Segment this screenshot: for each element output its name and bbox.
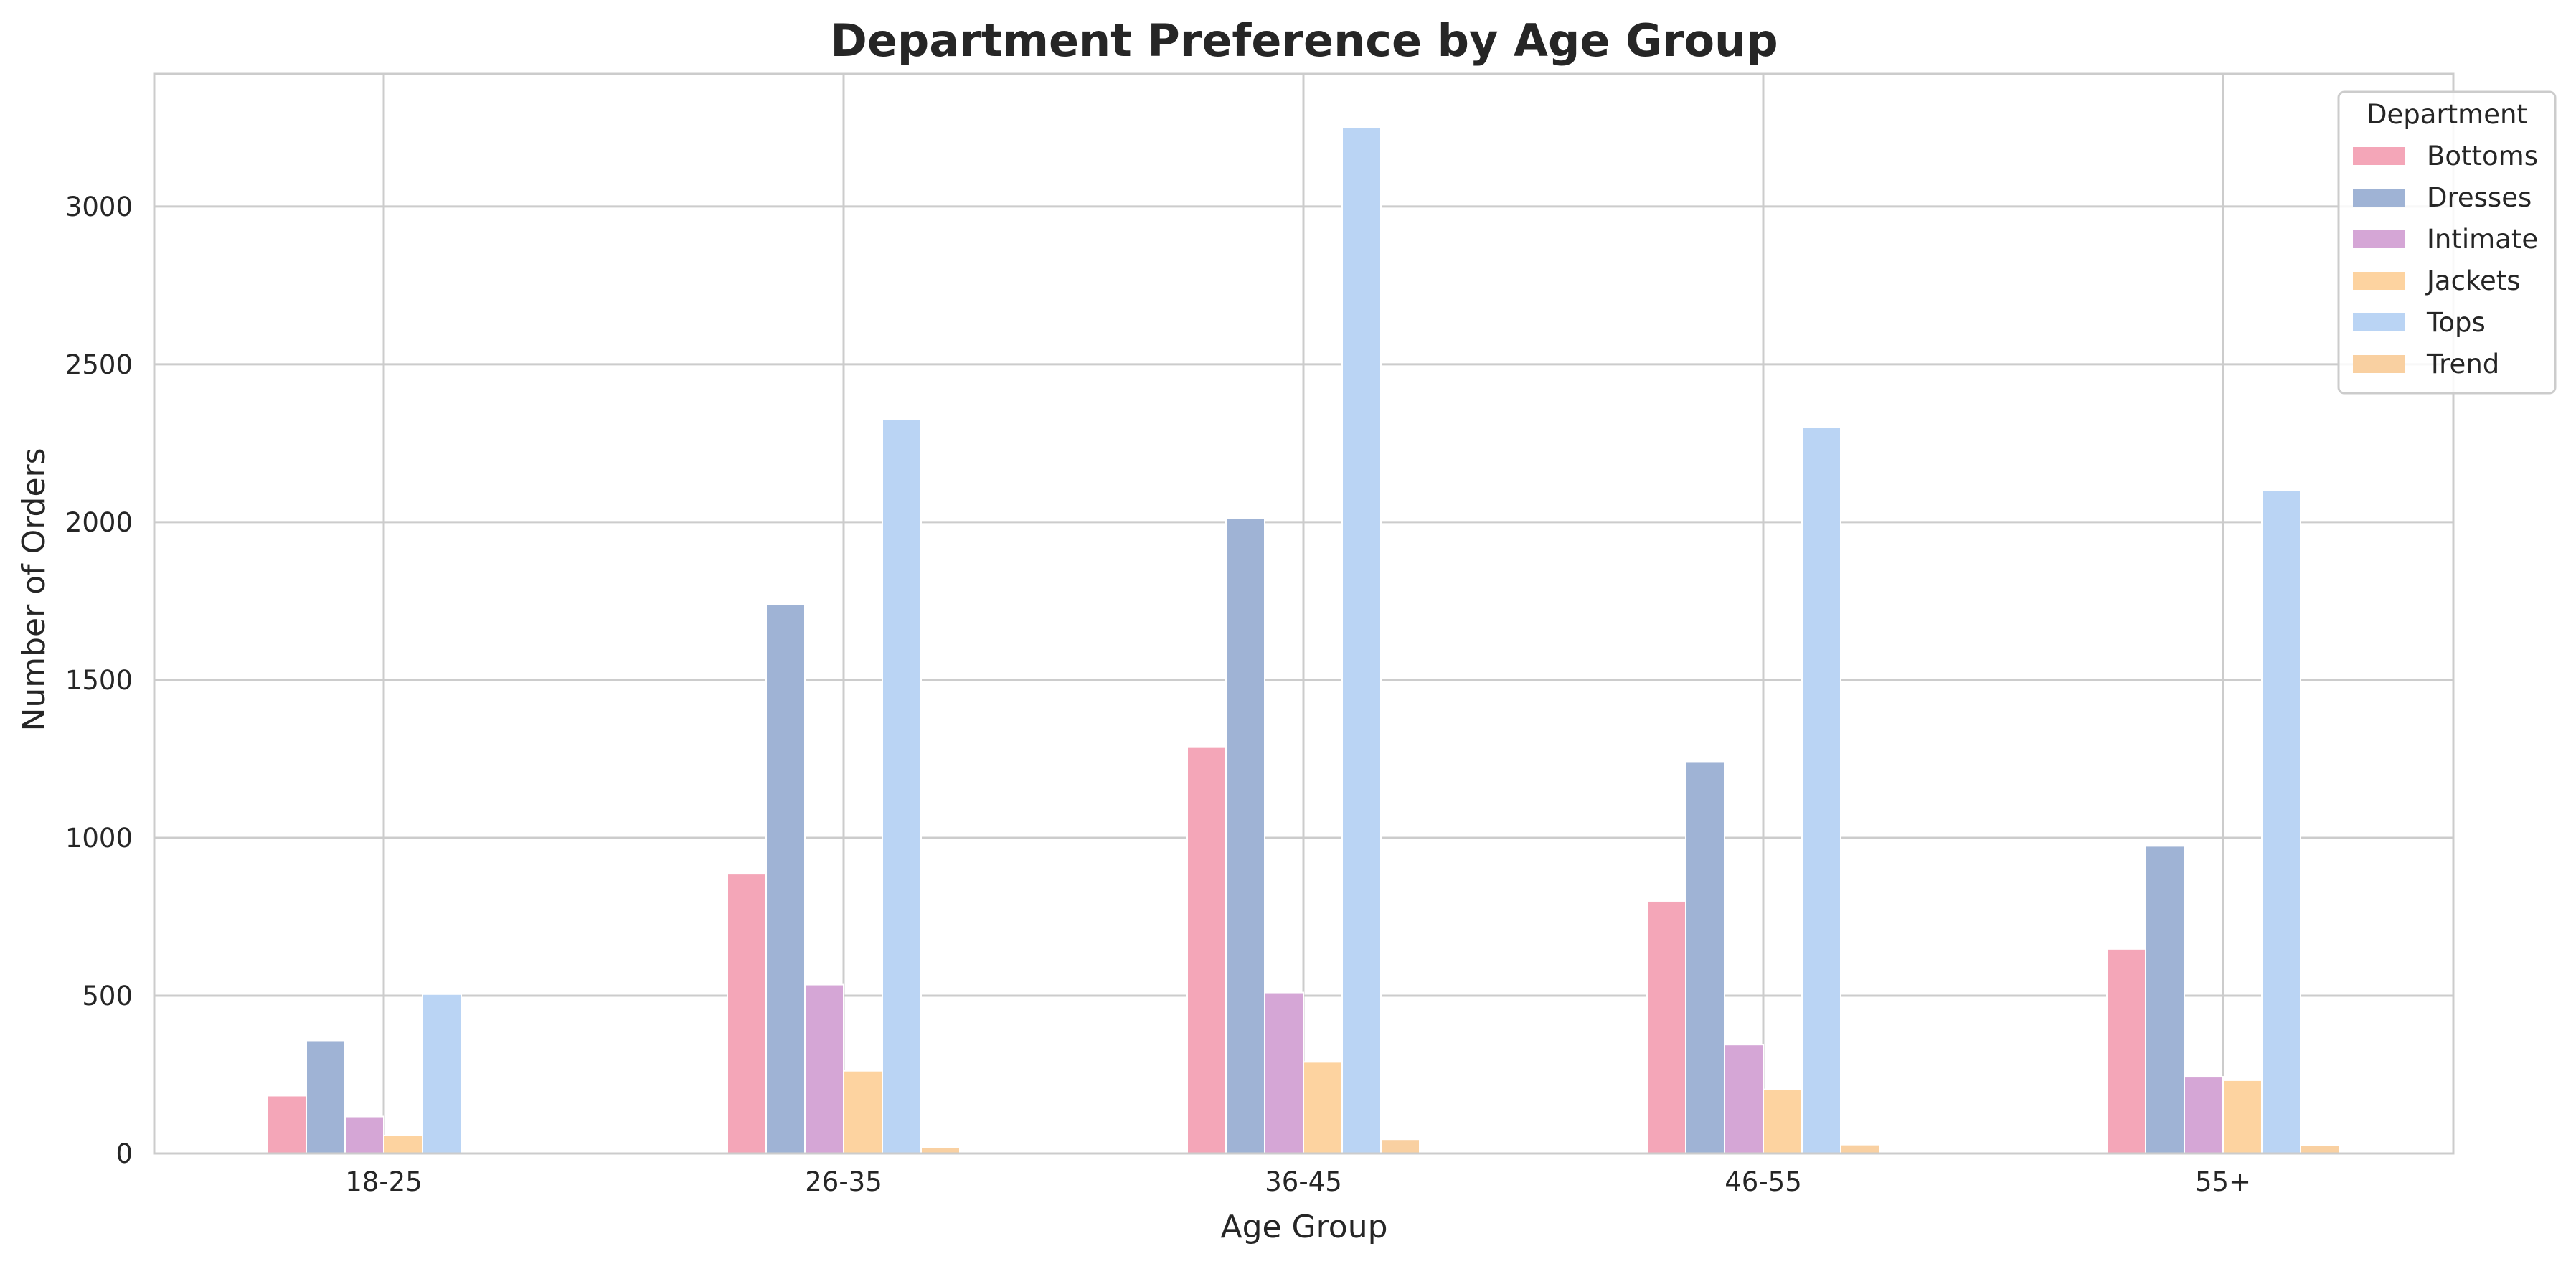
x-tick-label: 46-55 — [1725, 1166, 1802, 1197]
bar-bottoms-36-45 — [1186, 746, 1227, 1155]
x-tick-label: 18-25 — [345, 1166, 423, 1197]
bar-intimate-36-45 — [1264, 991, 1304, 1155]
legend: Department Bottoms Dresses Intimate Jackets… — [2337, 90, 2557, 395]
y-tick-label: 1500 — [65, 665, 133, 696]
bar-intimate-55+ — [2184, 1076, 2224, 1155]
y-tick-label: 500 — [82, 981, 133, 1011]
legend-label-trend: Trend — [2426, 349, 2499, 379]
y-tick-label: 3000 — [65, 192, 133, 222]
bar-dresses-18-25 — [306, 1039, 346, 1155]
bar-tops-46-55 — [1801, 426, 1841, 1154]
bar-dresses-26-35 — [765, 603, 806, 1154]
bar-trend-55+ — [2300, 1144, 2340, 1154]
bar-jackets-18-25 — [383, 1134, 423, 1154]
x-tick-label: 26-35 — [805, 1166, 882, 1197]
legend-swatch-intimate — [2353, 230, 2405, 248]
legend-items: Bottoms Dresses Intimate Jackets Tops Trend — [2353, 141, 2538, 379]
bar-bottoms-26-35 — [727, 873, 767, 1154]
legend-title: Department — [2367, 99, 2527, 130]
legend-label-tops: Tops — [2426, 307, 2486, 338]
y-tick-label: 2000 — [65, 507, 133, 538]
x-tick-label: 36-45 — [1265, 1166, 1342, 1197]
bar-intimate-18-25 — [344, 1115, 384, 1155]
bar-jackets-55+ — [2222, 1079, 2263, 1154]
legend-swatch-trend — [2353, 355, 2405, 373]
x-axis-label: Age Group — [1220, 1209, 1387, 1245]
bar-trend-36-45 — [1380, 1138, 1420, 1155]
y-tick-label: 1000 — [65, 823, 133, 854]
legend-label-dresses: Dresses — [2427, 182, 2532, 213]
legend-swatch-bottoms — [2353, 147, 2405, 165]
bar-tops-26-35 — [882, 418, 922, 1154]
chart-title: Department Preference by Age Group — [830, 14, 1778, 67]
y-axis-ticks: 0 500 1000 1500 2000 2500 3000 — [65, 192, 133, 1169]
bar-jackets-36-45 — [1303, 1061, 1343, 1155]
y-axis-label: Number of Orders — [16, 448, 52, 731]
legend-label-bottoms: Bottoms — [2427, 141, 2538, 171]
x-tick-label: 55+ — [2195, 1166, 2251, 1197]
bar-intimate-46-55 — [1724, 1044, 1764, 1154]
bar-tops-18-25 — [422, 993, 462, 1155]
x-axis-ticks: 18-25 26-35 36-45 46-55 55+ — [345, 1166, 2251, 1197]
legend-swatch-dresses — [2353, 189, 2405, 207]
legend-swatch-jackets — [2353, 272, 2405, 290]
legend-label-jackets: Jackets — [2425, 265, 2521, 296]
bars — [267, 126, 2340, 1155]
bar-jackets-46-55 — [1763, 1088, 1803, 1154]
bar-dresses-36-45 — [1225, 517, 1265, 1154]
legend-swatch-tops — [2353, 313, 2405, 331]
bar-tops-55+ — [2261, 489, 2301, 1154]
bar-trend-46-55 — [1840, 1143, 1880, 1154]
bar-bottoms-18-25 — [267, 1095, 307, 1154]
bar-jackets-26-35 — [843, 1070, 883, 1155]
legend-label-intimate: Intimate — [2427, 224, 2538, 255]
bar-tops-36-45 — [1341, 126, 1382, 1154]
bar-dresses-55+ — [2145, 845, 2185, 1155]
plot-frame — [153, 72, 2455, 1155]
bar-bottoms-55+ — [2106, 948, 2146, 1155]
gridlines — [154, 74, 2453, 1155]
bar-dresses-46-55 — [1685, 760, 1725, 1154]
y-tick-label: 2500 — [65, 349, 133, 380]
bar-intimate-26-35 — [804, 983, 844, 1155]
bar-bottoms-46-55 — [1646, 900, 1686, 1155]
y-tick-label: 0 — [115, 1138, 133, 1169]
